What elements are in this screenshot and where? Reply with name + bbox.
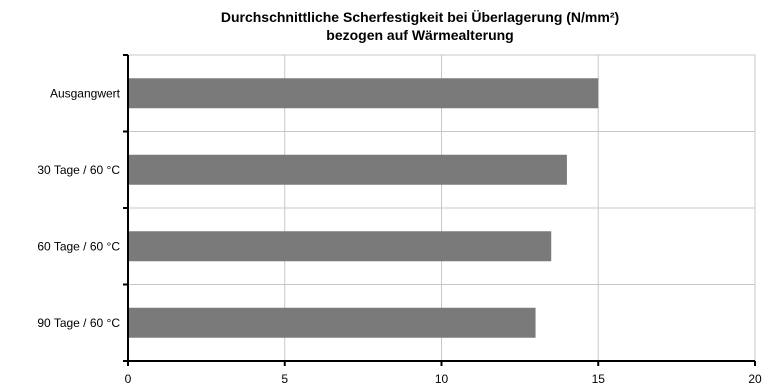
bar	[128, 307, 536, 338]
category-label: 30 Tage / 60 °C	[37, 163, 120, 177]
bar	[128, 154, 567, 185]
x-tick-label: 5	[281, 372, 288, 386]
chart-title-line1: Durchschnittliche Scherfestigkeit bei Üb…	[220, 9, 620, 25]
x-tick-label: 0	[125, 372, 132, 386]
bar	[128, 78, 599, 109]
category-label: 90 Tage / 60 °C	[37, 316, 120, 330]
x-tick-label: 10	[435, 372, 449, 386]
category-label: Ausgangwert	[50, 86, 121, 100]
chart-subtitle: bezogen auf Wärmealterung	[326, 27, 514, 43]
x-tick-label: 15	[592, 372, 606, 386]
chart-title: Durchschnittliche Scherfestigkeit bei Üb…	[140, 8, 700, 44]
bar	[128, 231, 552, 262]
x-tick-label: 20	[748, 372, 762, 386]
category-label: 60 Tage / 60 °C	[37, 239, 120, 253]
